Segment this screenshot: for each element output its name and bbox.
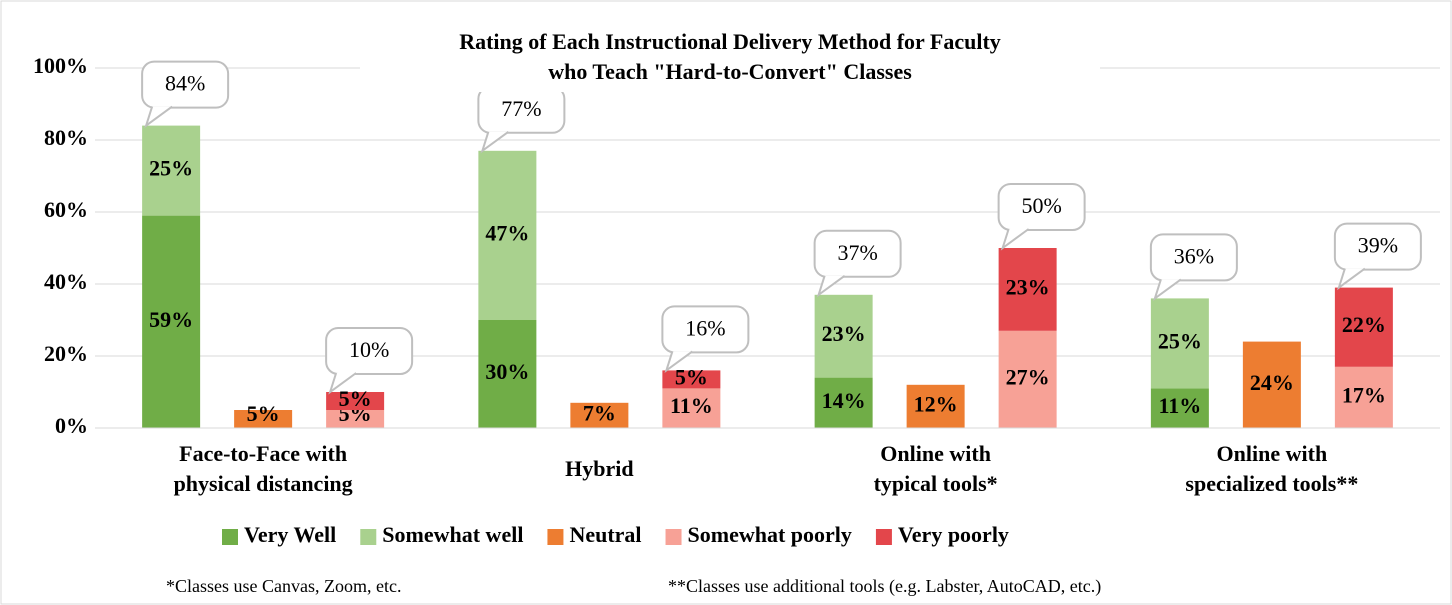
callout-box [141,60,230,109]
x-tick-label: physical distancing [174,471,353,496]
footnote: *Classes use Canvas, Zoom, etc. [166,576,401,596]
x-tick-label: Online with [880,441,991,466]
data-label: 30% [485,359,529,384]
callout-pointer [480,130,509,154]
chart-title: Rating of Each Instructional Delivery Me… [459,29,1001,54]
data-label: 5% [339,386,372,411]
bar-segment [662,388,721,428]
data-label: 12% [914,391,958,416]
total-label: 39% [1358,233,1398,258]
legend-label: Somewhat poorly [688,522,852,547]
callout-pointer [1000,228,1030,251]
footnote: **Classes use additional tools (e.g. Lab… [668,576,1101,597]
data-label: 23% [822,321,866,346]
total-label: 77% [501,96,541,121]
callout-pointer [1153,278,1182,302]
bar-segment [1150,388,1209,428]
bar-segment [326,392,385,410]
x-tick-label: specialized tools** [1185,471,1358,496]
bar-segment [814,377,873,428]
y-tick-label: 20% [44,341,88,366]
legend-label: Somewhat well [382,522,523,547]
data-label: 17% [1342,382,1386,407]
data-label: 59% [149,307,193,332]
x-tick-label: Online with [1217,441,1328,466]
callout-pointer [664,350,693,374]
bar-segment [1334,287,1393,367]
callout-box [997,183,1086,231]
bar-segment [142,125,201,216]
data-label: 11% [670,393,713,418]
legend-swatch [875,529,892,545]
bar-segment [478,150,537,320]
callout-box [813,229,902,278]
x-tick-label: typical tools* [874,471,998,496]
bar-segment [662,370,721,389]
y-tick-label: 40% [44,269,88,294]
callout-box [1149,233,1238,282]
callout-box [325,327,414,375]
y-tick-label: 80% [44,125,88,150]
total-label: 10% [349,337,389,362]
total-label: 37% [837,240,877,265]
legend-swatch [360,529,377,545]
data-label: 7% [583,400,616,425]
bar-segment [1150,298,1209,389]
callout-box [661,305,750,354]
total-label: 16% [685,315,725,340]
title-background [360,22,1100,92]
bar-segment [478,320,537,428]
chart-title: who Teach "Hard-to-Convert" Classes [548,59,912,84]
data-label: 25% [1158,328,1202,353]
bar-segment [906,384,965,428]
y-tick-label: 0% [55,413,88,438]
legend-label: Neutral [569,522,641,547]
bar-segment [326,410,385,428]
bar-segment [142,215,201,428]
legend-swatch [547,529,564,545]
legend-label: Very poorly [898,522,1009,547]
bar-segment [234,410,293,428]
callout-pointer [816,274,846,298]
data-label: 27% [1006,364,1050,389]
bar-segment [570,402,629,428]
data-label: 11% [1158,393,1201,418]
legend-swatch [665,529,682,545]
callout-pointer [144,105,173,129]
legend-swatch [222,529,238,545]
bar-segment [998,248,1057,331]
data-label: 47% [485,220,529,245]
x-tick-label: Face-to-Face with [179,441,347,466]
callout-pointer [328,372,357,395]
legend-label: Very Well [244,522,336,547]
bar-segment [998,330,1057,428]
y-tick-label: 100% [33,53,88,78]
data-label: 23% [1006,274,1050,299]
total-label: 84% [165,71,205,96]
bar-segment [1334,366,1393,428]
callout-box [1333,222,1422,271]
data-label: 5% [675,364,708,389]
data-label: 24% [1250,370,1294,395]
total-label: 50% [1021,193,1061,218]
data-label: 25% [149,156,193,181]
data-label: 22% [1342,312,1386,337]
data-label: 5% [247,401,280,426]
bar-segment [1242,341,1301,428]
callout-pointer [1337,267,1366,291]
data-label: 14% [822,388,866,413]
y-tick-label: 60% [44,197,88,222]
x-tick-label: Hybrid [565,456,633,481]
total-label: 36% [1174,243,1214,268]
bar-segment [814,294,873,378]
